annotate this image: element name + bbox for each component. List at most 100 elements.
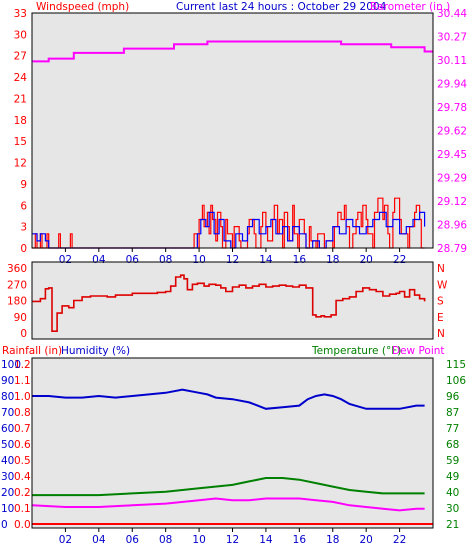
chart-title: Current last 24 hours : October 29 2004	[176, 1, 387, 13]
x-tick-label: 04	[92, 534, 106, 546]
x-tick-label: 20	[359, 254, 372, 266]
windspeed-tick-label: 15	[14, 136, 27, 148]
barometer-tick-label: 29.45	[437, 149, 467, 161]
rainfall-tick-label: 0.4	[14, 471, 31, 483]
compass-tick-label: W	[437, 279, 448, 291]
x-tick-label: 14	[259, 254, 273, 266]
temperature-tick-label: 87	[446, 407, 459, 419]
rainfall-tick-label: 1.2	[14, 359, 31, 371]
gust-series-line	[32, 211, 426, 249]
humidity-series-line	[32, 388, 425, 410]
compass-tick-label: S	[437, 296, 444, 308]
x-tick-label: 12	[226, 254, 239, 266]
barometer-tick-label: 29.94	[437, 79, 467, 91]
humidity-axis-title: Humidity (%)	[61, 345, 130, 357]
humidity-tick-label: 50	[1, 439, 14, 451]
humidity-tick-label: 70	[1, 407, 14, 419]
direction-panel-frame	[31, 261, 434, 340]
humidity-tick-label: 60	[1, 423, 14, 435]
temperature-series-line	[32, 477, 425, 497]
wind-panel-frame	[31, 12, 434, 249]
temperature-tick-label: 106	[446, 375, 466, 387]
direction-tick-label: 90	[14, 312, 27, 324]
barometer-tick-label: 30.27	[437, 32, 467, 44]
temperature-tick-label: 59	[446, 455, 459, 467]
dewpoint-axis-title: Dew Point	[392, 345, 445, 357]
x-tick-label: 22	[393, 534, 406, 546]
x-tick-label: 06	[126, 254, 140, 266]
humidity-tick-label: 100	[1, 359, 21, 371]
wind-panel-background	[32, 13, 433, 248]
barometer-tick-label: 30.11	[437, 55, 467, 67]
windspeed-tick-label: 3	[20, 222, 27, 234]
x-tick-label: 08	[159, 254, 172, 266]
x-tick-label: 18	[326, 254, 339, 266]
barometer-tick-label: 29.12	[437, 196, 467, 208]
rainfall-tick-label: 0.8	[14, 407, 31, 419]
x-tick-label: 06	[126, 534, 140, 546]
humidity-tick-label: 0	[1, 519, 8, 531]
windspeed-tick-label: 0	[20, 243, 27, 255]
compass-tick-label: E	[437, 312, 444, 324]
rainfall-tick-label: 0.2	[14, 487, 31, 499]
windspeed-tick-label: 24	[14, 72, 28, 84]
windspeed-tick-label: 9	[20, 179, 27, 191]
direction-tick-label: 270	[7, 279, 27, 291]
rainfall-tick-label: 1.0	[14, 391, 31, 403]
rainfall-tick-label: 0.6	[14, 439, 31, 451]
barometer-tick-label: 28.79	[437, 243, 467, 255]
barometer-tick-label: 28.96	[437, 220, 467, 232]
temperature-tick-label: 49	[446, 471, 459, 483]
windspeed-tick-label: 6	[20, 200, 27, 212]
x-tick-label: 14	[259, 534, 273, 546]
x-tick-label: 04	[92, 254, 106, 266]
temperature-tick-label: 77	[446, 423, 459, 435]
x-tick-label: 18	[326, 534, 339, 546]
temperature-tick-label: 68	[446, 439, 459, 451]
humidity-tick-label: 90	[1, 375, 14, 387]
x-tick-label: 20	[359, 534, 372, 546]
humidity-tick-label: 80	[1, 391, 14, 403]
temperature-tick-label: 115	[446, 359, 466, 371]
compass-tick-label: N	[437, 263, 445, 275]
rainfall-tick-label: 0.5	[14, 455, 31, 467]
temperature-tick-label: 21	[446, 519, 459, 531]
direction-tick-label: 360	[7, 263, 27, 275]
temp-panel-frame	[31, 357, 434, 529]
x-tick-label: 02	[59, 254, 72, 266]
x-tick-label: 16	[293, 254, 307, 266]
rainfall-tick-label: 1.1	[14, 375, 31, 387]
humidity-tick-label: 30	[1, 471, 14, 483]
temperature-axis-title: Temperature (°F)	[311, 345, 401, 357]
x-tick-label: 08	[159, 534, 172, 546]
barometer-axis-title: Barometer (in.)	[370, 1, 450, 13]
direction-tick-label: 180	[7, 296, 27, 308]
x-tick-label: 16	[293, 534, 307, 546]
windspeed-tick-label: 12	[14, 158, 27, 170]
windspeed-tick-label: 21	[14, 94, 27, 106]
barometer-tick-label: 29.78	[437, 102, 467, 114]
temperature-tick-label: 96	[446, 391, 460, 403]
temperature-tick-label: 30	[446, 503, 459, 515]
x-tick-label: 10	[192, 534, 205, 546]
direction-tick-label: 0	[20, 328, 27, 340]
temp-panel-background	[32, 358, 433, 528]
direction-series-line	[32, 274, 426, 332]
x-tick-label: 10	[192, 254, 205, 266]
humidity-tick-label: 40	[1, 455, 14, 467]
x-tick-label: 02	[59, 534, 72, 546]
windspeed-tick-label: 33	[14, 8, 27, 20]
windspeed-axis-title: Windspeed (mph)	[36, 1, 129, 13]
rainfall-tick-label: 0.0	[14, 519, 31, 531]
barometer-tick-label: 29.62	[437, 126, 467, 138]
direction-panel-background	[32, 262, 433, 339]
rainfall-tick-label: 0.7	[14, 423, 31, 435]
x-tick-label: 22	[393, 254, 406, 266]
windspeed-tick-label: 27	[14, 51, 27, 63]
barometer-series-line	[32, 40, 433, 63]
compass-tick-label: N	[437, 328, 445, 340]
windspeed-tick-label: 18	[14, 115, 27, 127]
rainfall-tick-label: 0.1	[14, 503, 31, 515]
x-tick-label: 12	[226, 534, 239, 546]
